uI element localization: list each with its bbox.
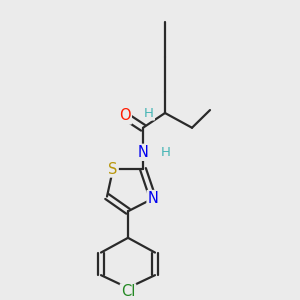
Text: N: N [138,145,148,160]
Text: H: H [161,146,171,159]
Text: N: N [148,191,158,206]
Text: H: H [144,106,154,119]
Text: S: S [108,161,118,176]
Text: O: O [119,109,131,124]
Text: Cl: Cl [121,284,135,299]
